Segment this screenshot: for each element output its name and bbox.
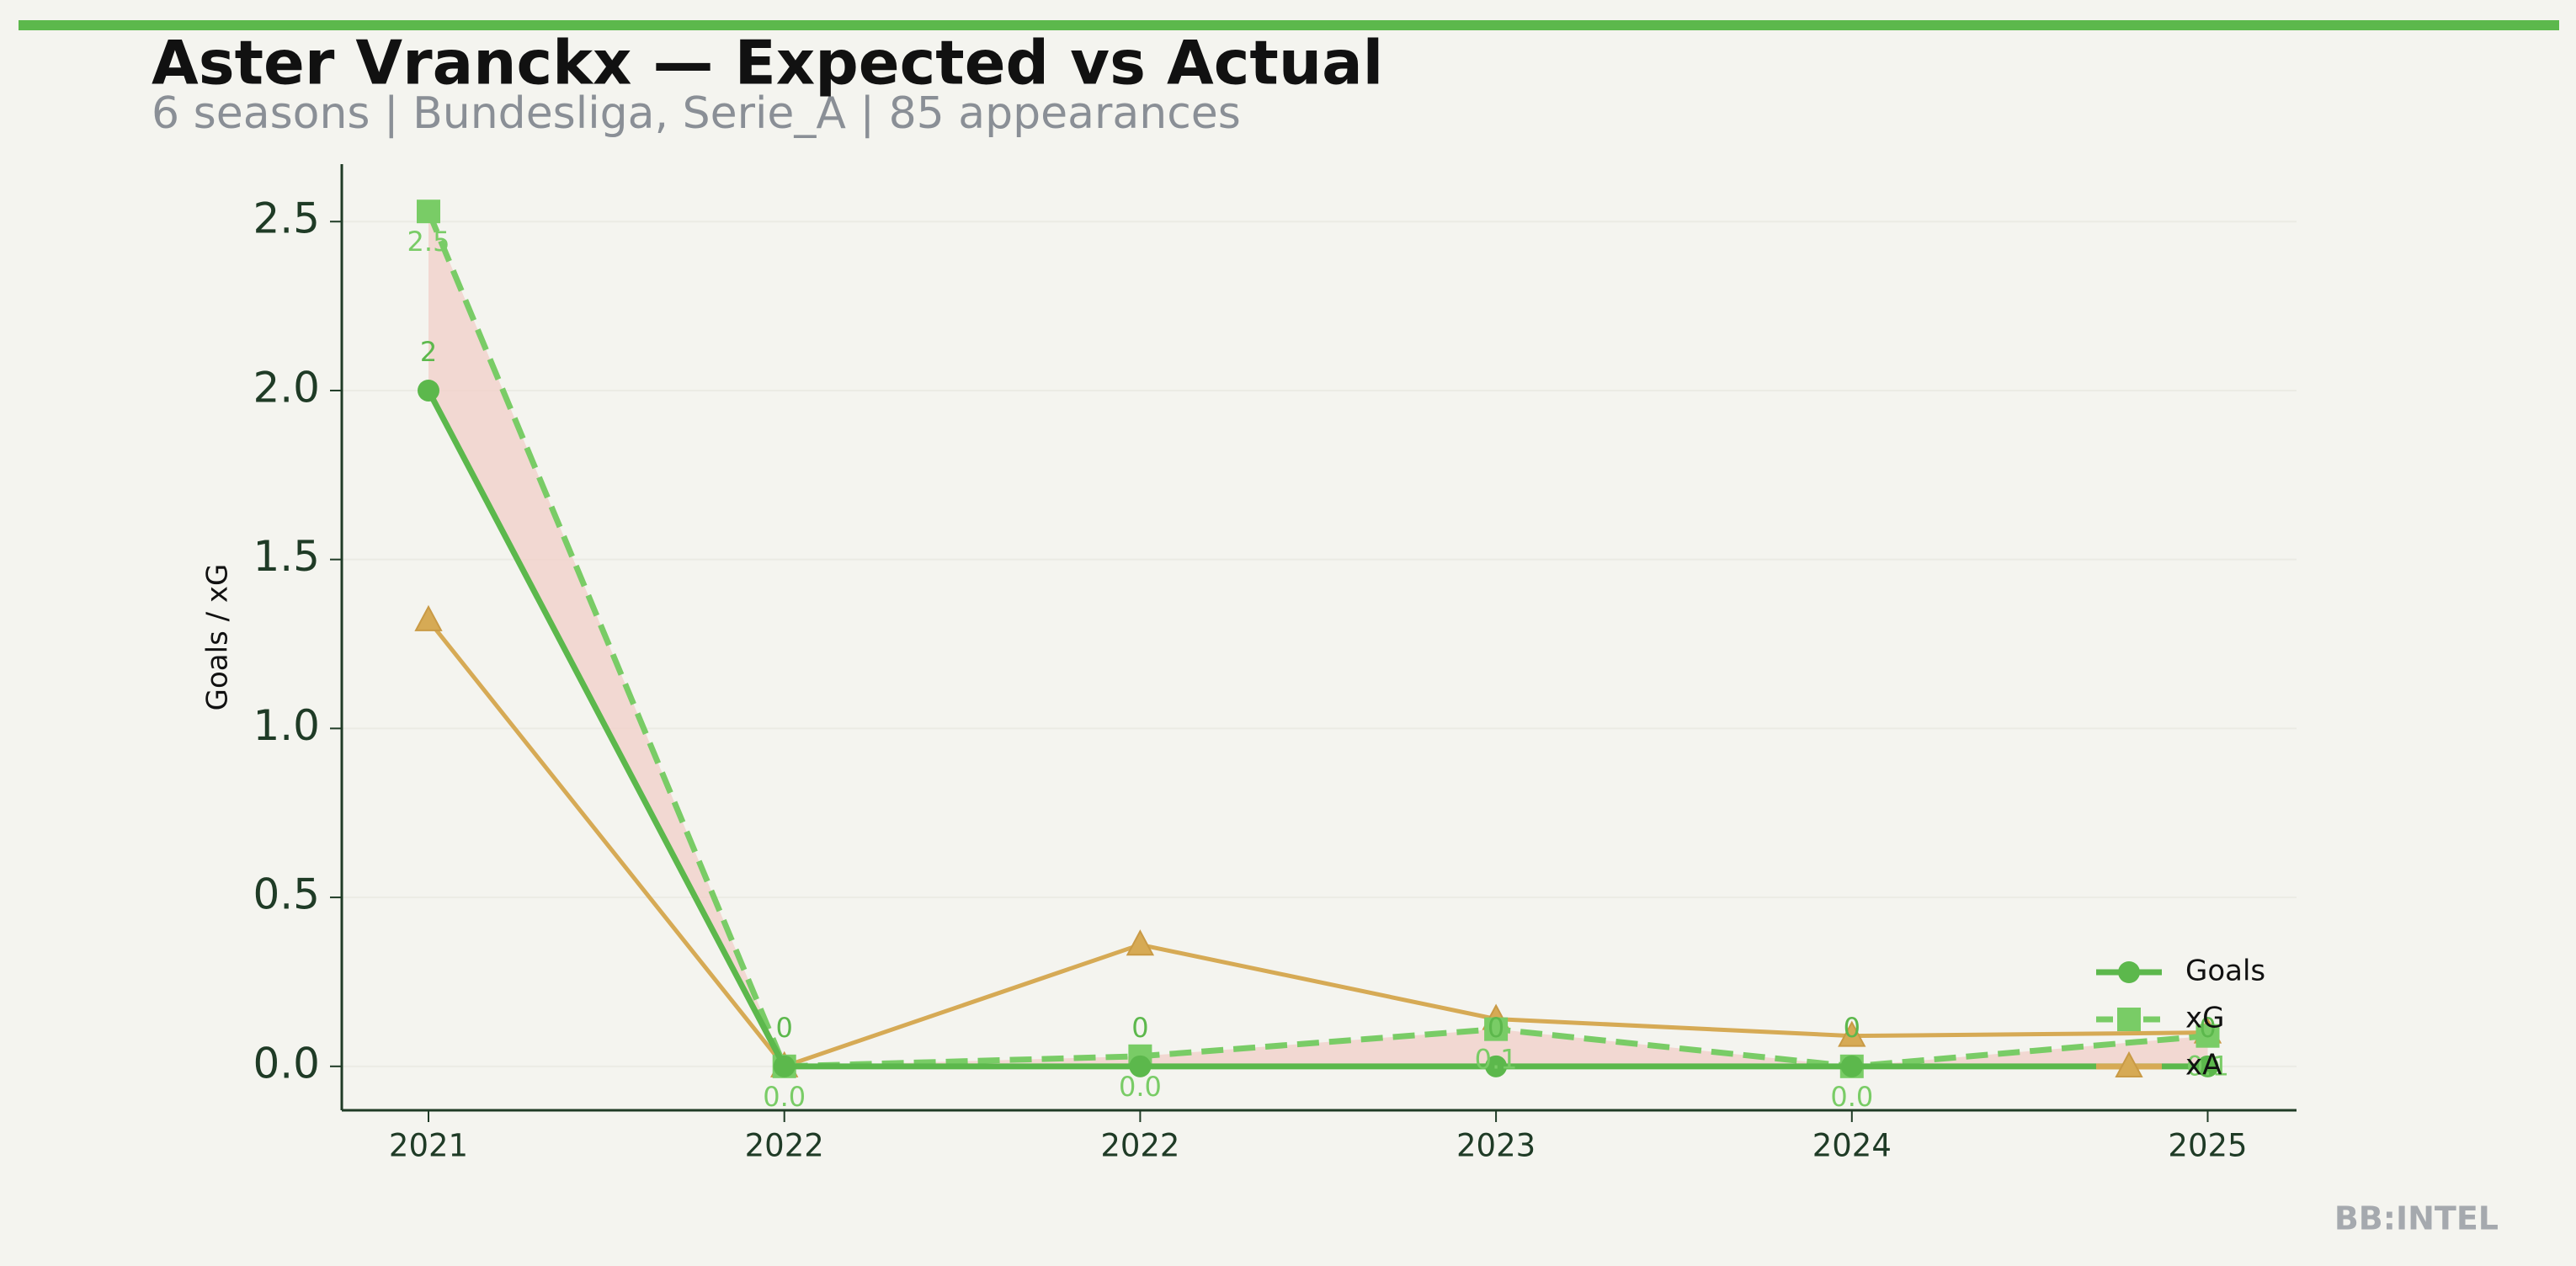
legend-marker: [2118, 961, 2140, 983]
point: [1485, 1055, 1508, 1077]
data-label: 0: [2199, 1012, 2216, 1044]
legend-label: xA: [2185, 1049, 2222, 1082]
point: [2195, 1024, 2220, 1048]
data-label: 0: [1844, 1012, 1860, 1044]
chart-title: Aster Vranckx — Expected vs Actual: [152, 28, 1383, 98]
credit: BB:INTEL: [2334, 1200, 2499, 1237]
y-tick-label: 1.5: [253, 532, 320, 581]
legend-label: Goals: [2185, 955, 2265, 988]
data-label: 0: [1488, 1012, 1504, 1044]
data-label: 2.5: [407, 226, 450, 258]
y-tick-label: 0.5: [253, 870, 320, 919]
y-tick-label: 2.5: [253, 194, 320, 243]
point: [1838, 1020, 1866, 1047]
y-axis-label: Goals / xG: [201, 564, 235, 711]
point: [414, 604, 443, 631]
legend-marker: [2115, 1051, 2143, 1077]
x-tick-label: 2022: [745, 1128, 824, 1164]
chart-subtitle: 6 seasons | Bundesliga, Serie_A | 85 app…: [152, 88, 1241, 139]
series-line: [425, 389, 2208, 1070]
data-label: 0: [776, 1012, 793, 1044]
data-label: 0.0: [763, 1081, 806, 1113]
x-tick-label: 2022: [1100, 1128, 1179, 1164]
legend-label: xG: [2185, 1002, 2224, 1035]
data-label: 0.0: [1830, 1081, 1873, 1113]
legend-marker: [2117, 1008, 2141, 1031]
point: [418, 379, 439, 402]
series-line: [427, 619, 2208, 1069]
point: [417, 199, 440, 224]
x-tick-label: 2023: [1456, 1128, 1535, 1164]
series-line: [425, 210, 2208, 1070]
y-tick-label: 1.0: [253, 701, 320, 750]
point: [773, 1055, 796, 1077]
x-tick-label: 2021: [389, 1128, 468, 1164]
point: [1126, 929, 1155, 956]
y-tick-label: 2.0: [253, 363, 320, 412]
x-tick-label: 2025: [2168, 1128, 2247, 1164]
y-tick-label: 0.0: [253, 1039, 320, 1088]
x-tick-label: 2024: [1812, 1128, 1892, 1164]
top-bar: [19, 20, 2559, 30]
data-label: 0.1: [2186, 1051, 2229, 1082]
data-label: 2: [420, 336, 437, 368]
point: [2196, 1055, 2219, 1077]
data-label: 0.0: [1119, 1071, 1162, 1103]
point: [1484, 1017, 1509, 1041]
point: [1129, 1055, 1152, 1077]
point: [1840, 1055, 1863, 1077]
data-label: 0.1: [1475, 1044, 1518, 1076]
data-label: 0: [1131, 1012, 1148, 1044]
